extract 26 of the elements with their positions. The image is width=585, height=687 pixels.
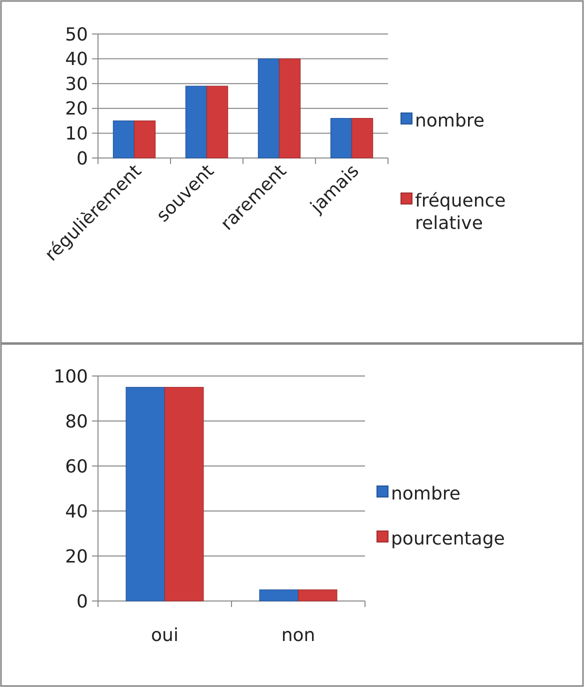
bar <box>112 120 135 158</box>
x-tick-label: oui <box>151 625 178 646</box>
bar <box>351 118 374 158</box>
y-tick-label: 60 <box>65 456 88 478</box>
legend-label: nombre <box>415 110 484 132</box>
y-tick-label: 50 <box>65 24 88 46</box>
bar <box>258 58 280 158</box>
y-tick-label: 40 <box>65 501 88 522</box>
bar <box>134 120 156 158</box>
y-tick-label: 20 <box>65 546 88 568</box>
legend-label: nombre <box>391 483 460 504</box>
x-tick-label: non <box>281 625 316 646</box>
y-tick-label: 10 <box>65 124 88 144</box>
legend-label: fréquence relative <box>415 190 506 234</box>
y-tick-label: 0 <box>76 591 88 612</box>
y-tick-label: 0 <box>76 148 88 170</box>
bar <box>330 118 352 158</box>
y-tick-label: 100 <box>54 366 88 388</box>
y-tick-label: 40 <box>65 49 88 70</box>
y-tick-label: 80 <box>65 411 88 432</box>
y-tick-label: 20 <box>65 98 88 120</box>
bar <box>278 58 301 158</box>
bar <box>206 86 228 158</box>
bar <box>185 86 208 158</box>
y-tick-label: 30 <box>65 74 88 95</box>
legend-label: pourcentage <box>391 528 505 550</box>
